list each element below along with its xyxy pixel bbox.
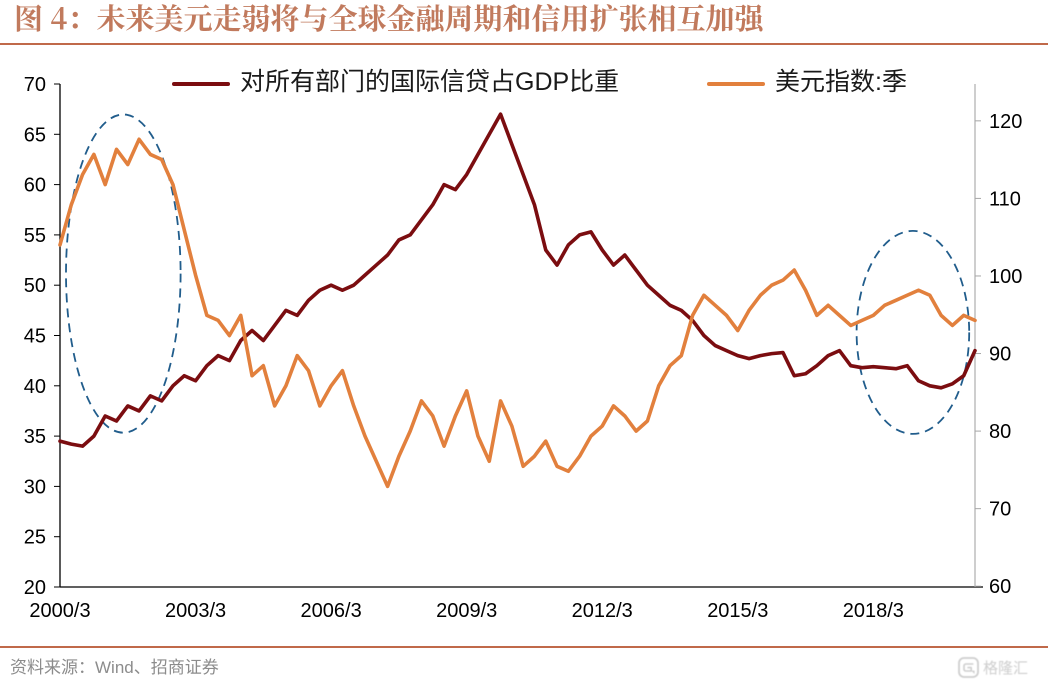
- svg-text:55: 55: [24, 225, 46, 247]
- svg-text:60: 60: [989, 576, 1011, 598]
- svg-text:35: 35: [24, 426, 46, 448]
- svg-text:70: 70: [989, 499, 1011, 521]
- svg-text:2018/3: 2018/3: [843, 600, 904, 620]
- svg-text:80: 80: [989, 421, 1011, 443]
- svg-text:2000/3: 2000/3: [29, 600, 90, 620]
- svg-text:2012/3: 2012/3: [572, 600, 633, 620]
- svg-text:40: 40: [24, 376, 46, 398]
- svg-text:格隆汇: 格隆汇: [983, 657, 1028, 678]
- svg-text:2015/3: 2015/3: [707, 600, 768, 620]
- svg-text:2009/3: 2009/3: [436, 600, 497, 620]
- svg-text:20: 20: [24, 577, 46, 599]
- svg-text:60: 60: [24, 175, 46, 197]
- svg-text:120: 120: [989, 111, 1022, 133]
- svg-text:110: 110: [989, 188, 1021, 210]
- svg-text:2003/3: 2003/3: [165, 600, 226, 620]
- svg-text:65: 65: [24, 124, 46, 146]
- svg-text:50: 50: [24, 275, 46, 297]
- svg-text:90: 90: [989, 344, 1011, 366]
- svg-text:70: 70: [24, 74, 46, 96]
- svg-text:100: 100: [989, 266, 1022, 288]
- svg-text:2006/3: 2006/3: [301, 600, 362, 620]
- svg-text:30: 30: [24, 476, 46, 498]
- svg-text:45: 45: [24, 326, 46, 348]
- svg-text:25: 25: [24, 527, 46, 549]
